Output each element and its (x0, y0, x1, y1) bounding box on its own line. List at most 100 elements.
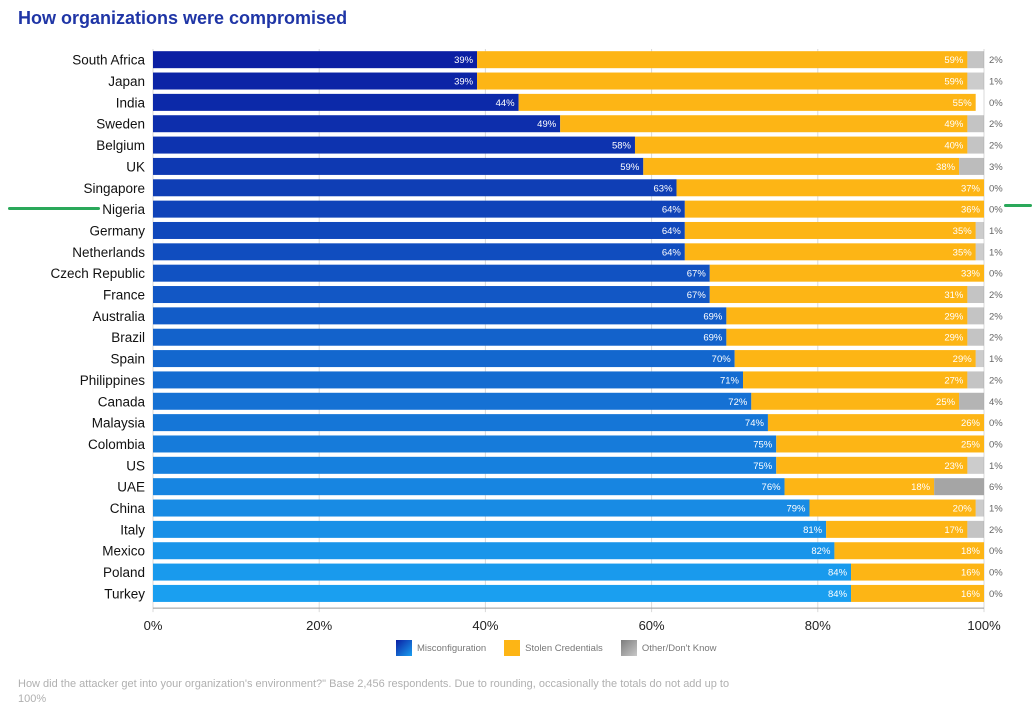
bar-misconfiguration (153, 478, 785, 496)
bar-stolen-credentials (734, 350, 976, 368)
bar-stolen-credentials (726, 307, 968, 325)
bar-misconfiguration (153, 72, 478, 90)
x-tick-label: 80% (805, 618, 831, 633)
data-label-other: 0% (989, 546, 1003, 557)
data-label-other: 6% (989, 482, 1003, 493)
data-label-other: 2% (989, 311, 1003, 322)
data-label-stolen-credentials: 40% (944, 141, 964, 152)
category-label: Singapore (83, 181, 145, 196)
data-label-misconfiguration: 67% (687, 290, 707, 301)
data-label-misconfiguration: 76% (762, 482, 782, 493)
data-label-stolen-credentials: 17% (944, 525, 964, 536)
data-label-misconfiguration: 74% (745, 418, 765, 429)
bar-stolen-credentials (767, 414, 984, 432)
category-label: Sweden (96, 117, 145, 132)
bar-misconfiguration (153, 243, 685, 261)
data-label-other: 3% (989, 162, 1003, 173)
x-tick-label: 20% (306, 618, 332, 633)
bar-other (967, 371, 984, 389)
category-label: Italy (120, 522, 145, 537)
bar-misconfiguration (153, 51, 478, 69)
bar-misconfiguration (153, 93, 519, 111)
data-label-misconfiguration: 84% (828, 589, 848, 600)
category-labels: South Africa Japan India Sweden Belgium UK Sin… (50, 53, 145, 602)
data-label-other: 2% (989, 333, 1003, 344)
data-label-other: 0% (989, 418, 1003, 429)
legend-item-stolen-credentials: Stolen Credentials (504, 640, 603, 656)
bar-stolen-credentials (676, 179, 984, 197)
data-label-misconfiguration: 70% (712, 354, 732, 365)
bar-misconfiguration (153, 350, 735, 368)
data-label-stolen-credentials: 16% (961, 589, 981, 600)
bar-misconfiguration (153, 499, 810, 517)
bar-stolen-credentials (634, 136, 968, 154)
data-label-stolen-credentials: 33% (961, 269, 981, 280)
data-label-other: 4% (989, 397, 1003, 408)
bar-other (967, 115, 984, 133)
data-label-other: 0% (989, 589, 1003, 600)
bar-stolen-credentials (477, 72, 968, 90)
data-label-other: 1% (989, 247, 1003, 258)
x-tick-label: 60% (639, 618, 665, 633)
legend-label-stolen-credentials: Stolen Credentials (525, 642, 603, 654)
bar-misconfiguration (153, 520, 827, 538)
data-label-misconfiguration: 79% (786, 504, 806, 515)
bar-stolen-credentials (851, 584, 984, 602)
highlight-marker-left (8, 207, 100, 210)
bar-other (967, 72, 984, 90)
category-label: Poland (103, 565, 145, 580)
bar-misconfiguration (153, 328, 727, 346)
data-label-other: 2% (989, 525, 1003, 536)
bar-stolen-credentials (684, 200, 984, 218)
category-label: Mexico (102, 544, 145, 559)
category-label: Belgium (96, 138, 145, 153)
data-label-misconfiguration: 81% (803, 525, 823, 536)
footnote: How did the attacker get into your organ… (18, 678, 730, 705)
bar-other (967, 328, 984, 346)
category-label: China (110, 501, 146, 516)
data-label-stolen-credentials: 18% (961, 546, 981, 557)
data-label-misconfiguration: 49% (537, 119, 557, 130)
data-label-stolen-credentials: 35% (953, 226, 973, 237)
bar-other (967, 136, 984, 154)
data-label-stolen-credentials: 26% (961, 418, 981, 429)
data-label-stolen-credentials: 59% (944, 55, 964, 66)
data-label-stolen-credentials: 38% (936, 162, 956, 173)
data-label-misconfiguration: 67% (687, 269, 707, 280)
data-label-stolen-credentials: 37% (961, 183, 981, 194)
bar-other (959, 392, 984, 410)
data-label-misconfiguration: 72% (728, 397, 748, 408)
data-label-misconfiguration: 63% (654, 183, 674, 194)
data-label-misconfiguration: 64% (662, 247, 682, 258)
category-label: South Africa (72, 53, 145, 68)
bar-stolen-credentials (477, 51, 968, 69)
data-label-stolen-credentials: 16% (961, 568, 981, 579)
category-label: Japan (108, 74, 145, 89)
legend-swatch-stolen-credentials (504, 640, 521, 656)
legend-item-misconfiguration: Misconfiguration (396, 640, 486, 656)
data-label-stolen-credentials: 29% (944, 333, 964, 344)
bar-stolen-credentials (751, 392, 960, 410)
bar-misconfiguration (153, 456, 777, 474)
data-label-misconfiguration: 59% (620, 162, 640, 173)
legend: Misconfiguration Stolen Credentials Othe… (396, 640, 735, 656)
category-label: US (126, 458, 145, 473)
bar-stolen-credentials (709, 264, 984, 282)
category-label: UK (126, 159, 145, 174)
data-label-stolen-credentials: 36% (961, 205, 981, 216)
bar-stolen-credentials (776, 435, 984, 453)
data-label-misconfiguration: 71% (720, 375, 740, 386)
data-label-stolen-credentials: 29% (953, 354, 973, 365)
category-label: Nigeria (102, 202, 145, 217)
data-label-other: 2% (989, 375, 1003, 386)
bar-stolen-credentials (726, 328, 968, 346)
bar-stolen-credentials (684, 221, 976, 239)
bar-misconfiguration (153, 115, 561, 133)
data-label-other: 0% (989, 269, 1003, 280)
legend-swatch-other (620, 640, 637, 656)
data-label-misconfiguration: 64% (662, 226, 682, 237)
data-label-stolen-credentials: 49% (944, 119, 964, 130)
data-label-stolen-credentials: 27% (944, 375, 964, 386)
bar-other (967, 520, 984, 538)
